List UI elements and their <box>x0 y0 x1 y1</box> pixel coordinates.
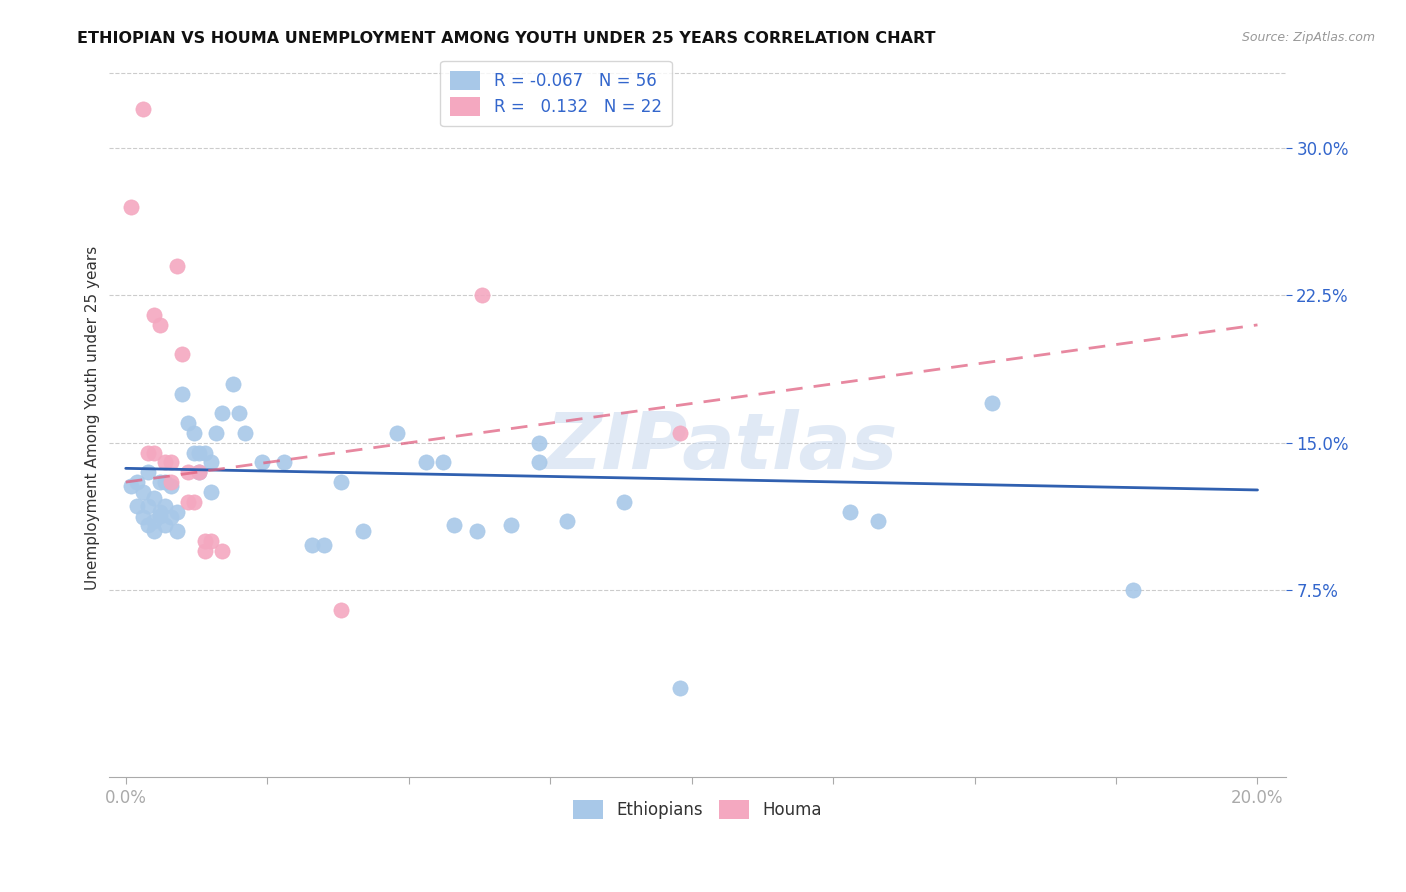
Y-axis label: Unemployment Among Youth under 25 years: Unemployment Among Youth under 25 years <box>86 246 100 591</box>
Point <box>443 518 465 533</box>
Point <box>211 406 233 420</box>
Point <box>499 518 522 533</box>
Text: ETHIOPIAN VS HOUMA UNEMPLOYMENT AMONG YOUTH UNDER 25 YEARS CORRELATION CHART: ETHIOPIAN VS HOUMA UNEMPLOYMENT AMONG YO… <box>77 31 936 46</box>
Point <box>211 544 233 558</box>
Point <box>155 499 177 513</box>
Point <box>143 445 166 459</box>
Point <box>143 524 166 539</box>
Point <box>166 259 188 273</box>
Point <box>155 475 177 489</box>
Point <box>160 475 183 489</box>
Point <box>205 425 228 440</box>
Point <box>200 455 222 469</box>
Point <box>200 534 222 549</box>
Point <box>132 484 155 499</box>
Point <box>868 515 890 529</box>
Point <box>177 416 200 430</box>
Point <box>387 425 409 440</box>
Point <box>183 425 205 440</box>
Point <box>301 538 323 552</box>
Point <box>471 288 494 302</box>
Point <box>669 681 692 696</box>
Legend: Ethiopians, Houma: Ethiopians, Houma <box>565 793 828 826</box>
Point <box>149 508 172 523</box>
Point <box>138 518 160 533</box>
Point <box>613 495 636 509</box>
Point <box>155 455 177 469</box>
Point <box>149 475 172 489</box>
Point <box>143 491 166 505</box>
Point <box>125 499 148 513</box>
Point <box>166 524 188 539</box>
Point <box>555 515 578 529</box>
Point <box>138 445 160 459</box>
Point <box>183 445 205 459</box>
Point <box>160 455 183 469</box>
Point <box>120 200 142 214</box>
Point <box>527 455 550 469</box>
Point <box>222 376 245 391</box>
Point <box>188 465 211 479</box>
Point <box>415 455 437 469</box>
Point <box>839 505 862 519</box>
Point <box>432 455 454 469</box>
Point <box>188 465 211 479</box>
Point <box>172 386 194 401</box>
Point <box>132 102 155 116</box>
Text: Source: ZipAtlas.com: Source: ZipAtlas.com <box>1241 31 1375 45</box>
Point <box>1122 583 1144 598</box>
Point <box>980 396 1002 410</box>
Point <box>194 544 217 558</box>
Point <box>132 510 155 524</box>
Point <box>352 524 374 539</box>
Point <box>120 479 142 493</box>
Point <box>155 518 177 533</box>
Point <box>143 515 166 529</box>
Point <box>273 455 295 469</box>
Point <box>172 347 194 361</box>
Point <box>183 495 205 509</box>
Point <box>177 495 200 509</box>
Point <box>312 538 335 552</box>
Point <box>194 534 217 549</box>
Point <box>160 479 183 493</box>
Text: ZIPatlas: ZIPatlas <box>544 409 897 485</box>
Point <box>465 524 488 539</box>
Point <box>669 425 692 440</box>
Point <box>177 465 200 479</box>
Point <box>188 445 211 459</box>
Point <box>149 505 172 519</box>
Point <box>160 510 183 524</box>
Point <box>143 308 166 322</box>
Point <box>125 475 148 489</box>
Point <box>138 465 160 479</box>
Point <box>228 406 250 420</box>
Point <box>194 445 217 459</box>
Point <box>329 603 352 617</box>
Point <box>329 475 352 489</box>
Point <box>527 435 550 450</box>
Point <box>149 318 172 332</box>
Point <box>233 425 256 440</box>
Point <box>138 499 160 513</box>
Point <box>200 484 222 499</box>
Point <box>166 505 188 519</box>
Point <box>250 455 273 469</box>
